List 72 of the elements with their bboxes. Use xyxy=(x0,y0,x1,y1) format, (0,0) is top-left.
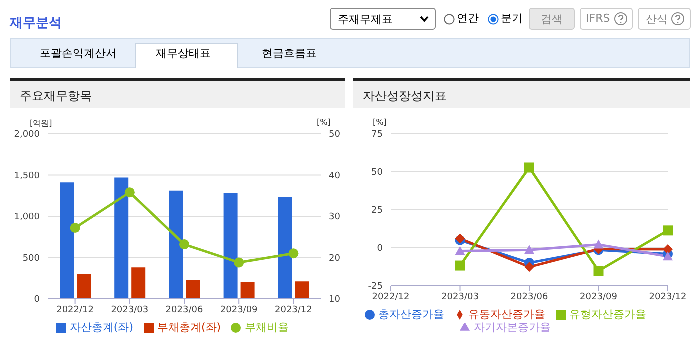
legend-label: 자산총계(좌) xyxy=(70,321,134,334)
x-tick-label: 2023/03 xyxy=(442,292,479,302)
point xyxy=(663,244,673,255)
point xyxy=(594,240,604,249)
bar xyxy=(77,274,91,299)
x-tick-label: 2023/06 xyxy=(166,305,204,316)
legend-label: 부채비율 xyxy=(245,321,290,334)
y2-tick-label: 30 xyxy=(329,212,341,223)
bar xyxy=(114,178,129,299)
point xyxy=(288,248,299,259)
bar xyxy=(295,282,310,299)
text: IFRS xyxy=(580,8,633,30)
x-tick-label: 2023/03 xyxy=(111,305,149,316)
bar xyxy=(186,280,200,299)
x-tick-label: 2022/12 xyxy=(372,292,410,302)
bar xyxy=(224,193,238,299)
y-tick-label: 75 xyxy=(372,130,383,140)
legend-label: 자기자본증가율 xyxy=(474,321,551,334)
y-axis-title: [%] xyxy=(373,118,387,127)
y2-tick-label: 10 xyxy=(329,295,341,306)
y2-tick-label: 40 xyxy=(329,171,341,182)
legend-label: 유동자산증가율 xyxy=(468,308,546,321)
y2-axis-title: [%] xyxy=(317,118,331,127)
point xyxy=(455,246,466,256)
x-tick-label: 2023/09 xyxy=(580,292,618,302)
bar xyxy=(240,282,255,299)
y-tick-label: 0 xyxy=(377,244,384,254)
x-tick-label: 2023/06 xyxy=(510,292,548,302)
y-tick-label: 25 xyxy=(372,206,383,216)
text: 포괄손익계산서 xyxy=(40,46,117,61)
text: 재무분석 xyxy=(10,15,62,32)
legend-label: 부채총계(좌) xyxy=(158,321,222,334)
bar xyxy=(60,182,74,299)
text: 분기 xyxy=(501,11,523,26)
y-tick-label: 0 xyxy=(34,295,40,306)
y-tick-label: 50 xyxy=(372,168,384,178)
legend-label: 총자산증가율 xyxy=(378,308,444,321)
x-tick-label: 2023/12 xyxy=(275,305,312,316)
y-tick-label: -25 xyxy=(368,282,383,292)
text: 연간 xyxy=(457,11,479,26)
x-tick-label: 2022/12 xyxy=(56,305,94,316)
point xyxy=(524,262,534,272)
y-tick-label: 500 xyxy=(22,254,40,264)
text: 산식 xyxy=(638,8,691,30)
text: 현금흐름표 xyxy=(262,46,317,61)
point xyxy=(234,258,244,268)
bar xyxy=(169,190,184,299)
bar xyxy=(278,198,292,299)
point xyxy=(455,260,466,271)
y2-tick-label: 20 xyxy=(329,254,341,264)
text: 재무상태표 xyxy=(156,46,211,61)
bar xyxy=(132,268,146,299)
point xyxy=(180,240,190,250)
text: 검색 xyxy=(529,8,575,30)
point xyxy=(663,226,673,236)
chart-title: 자산성장성지표 xyxy=(353,78,690,108)
point xyxy=(524,162,534,173)
x-tick-label: 2023/12 xyxy=(649,292,687,302)
text: 주재무제표 xyxy=(330,8,436,30)
chart-title: 주요재무항목 xyxy=(10,78,345,108)
y-tick-label: 1,000 xyxy=(14,212,40,223)
y-tick-label: 1,500 xyxy=(14,171,40,182)
legend-label: 유형자산증가율 xyxy=(570,308,646,321)
y-tick-label: 2,000 xyxy=(14,130,40,140)
point xyxy=(124,188,135,198)
x-tick-label: 2023/09 xyxy=(220,305,258,316)
point xyxy=(524,245,534,254)
y2-tick-label: 50 xyxy=(329,130,341,140)
y-axis-title: [억원] xyxy=(30,118,52,129)
point xyxy=(663,252,673,261)
point xyxy=(70,223,80,234)
point xyxy=(594,266,604,276)
